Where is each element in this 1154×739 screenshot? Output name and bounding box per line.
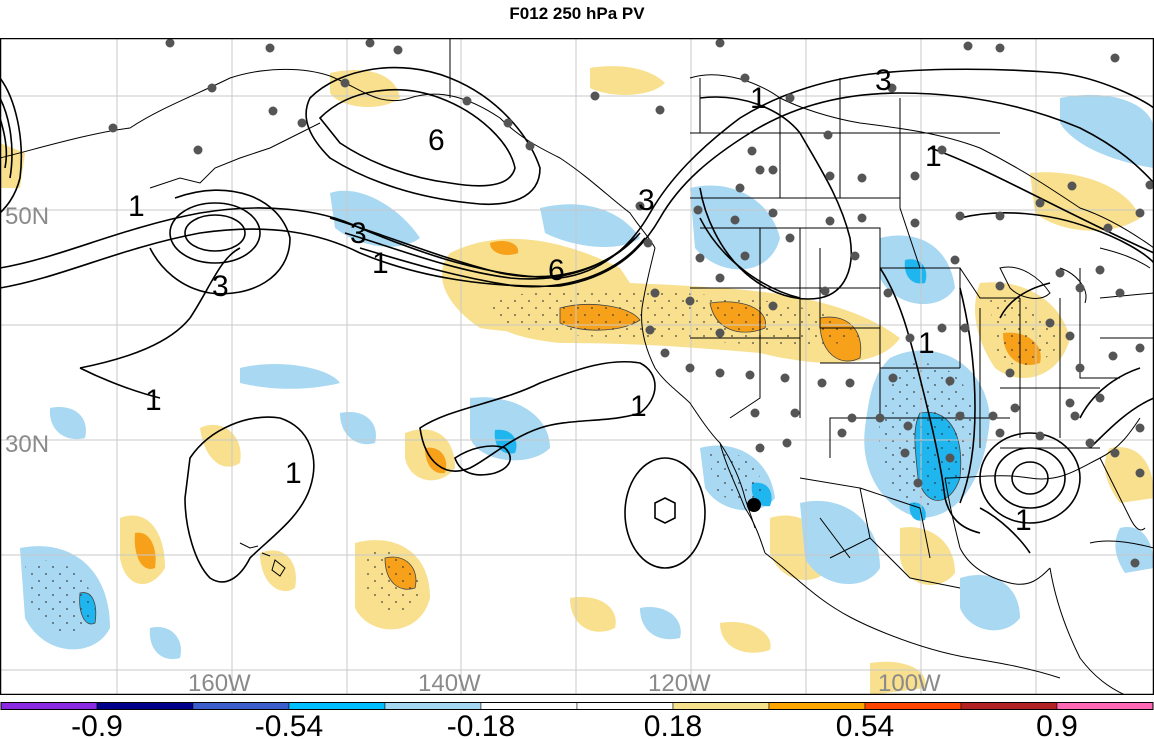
contour-label: 1 — [128, 190, 145, 223]
pv-negative-region — [640, 607, 681, 640]
anomaly-outlines — [79, 301, 962, 625]
lat-label-50n: 50N — [5, 203, 49, 230]
pv-positive-region — [260, 550, 296, 592]
colorbar-segment — [864, 702, 962, 710]
contour-label: 6 — [548, 254, 565, 287]
pv-negative-region — [240, 363, 340, 389]
pv-negative-region — [960, 574, 1020, 631]
pv-positive-region — [200, 424, 241, 467]
contour-label: 1 — [630, 390, 647, 423]
pv-negative-region — [149, 627, 181, 660]
pv-positive-region — [720, 622, 771, 653]
contour-label: 1 — [1015, 504, 1032, 537]
colorbar-tick-labels: -0.9 -0.54 -0.18 0.18 0.54 0.9 — [71, 710, 1078, 739]
pv-map: 1 3 1 3 1 6 3 6 1 3 1 1 1 1 1 50N 30N 16… — [0, 38, 1154, 695]
contour-label: 1 — [145, 384, 162, 417]
colorbar-segment — [480, 702, 578, 710]
pv-negative-region — [470, 397, 550, 461]
colorbar-tick-label: 0.18 — [644, 710, 702, 739]
contour-label: 3 — [212, 270, 229, 303]
pv-negative-region — [340, 412, 376, 445]
pv-negative-core — [494, 429, 517, 454]
contour-label: 1 — [285, 457, 302, 490]
pv-negative-region — [1060, 94, 1154, 168]
colorbar-segment — [768, 702, 866, 710]
colorbar-segment — [384, 702, 482, 710]
colorbar-segment — [960, 702, 1058, 710]
colorbar-segment — [1056, 702, 1154, 710]
pv-negative-region — [800, 500, 880, 585]
pv-negative-region — [690, 185, 780, 270]
contour-label: 1 — [918, 327, 935, 360]
map-title: F012 250 hPa PV — [509, 4, 645, 23]
pv-positive-core — [134, 532, 156, 569]
coastlines-borders — [0, 38, 1154, 695]
pv-positive-region — [900, 527, 955, 585]
pv-positive-core — [490, 241, 519, 255]
contour-label: 1 — [925, 140, 942, 173]
colorbar-tick-label: 0.54 — [836, 710, 894, 739]
contour-label: 1 — [372, 247, 389, 280]
colorbar-segment — [672, 702, 770, 710]
pv-contours — [0, 66, 1154, 583]
colorbar-segment — [288, 702, 386, 710]
colorbar-segment — [0, 702, 98, 710]
colorbar-tick-label: -0.9 — [71, 710, 123, 739]
lat-label-30n: 30N — [5, 431, 49, 458]
contour-labels: 1 3 1 3 1 6 3 6 1 3 1 1 1 1 1 — [128, 64, 1032, 537]
contour-label: 3 — [875, 64, 892, 97]
contour-label: 3 — [350, 217, 367, 250]
lon-label-140w: 140W — [418, 670, 481, 695]
pv-negative-region — [49, 407, 86, 440]
lon-label-120w: 120W — [648, 670, 711, 695]
contour-label: 6 — [428, 124, 445, 157]
colorbar-tick-label: 0.9 — [1036, 710, 1078, 739]
contour-label: 1 — [750, 82, 767, 115]
pv-negative-region — [1115, 527, 1154, 573]
colorbar-tick-label: -0.18 — [447, 710, 515, 739]
colorbar: -0.9 -0.54 -0.18 0.18 0.54 0.9 — [0, 702, 1154, 739]
contour-label: 3 — [638, 184, 655, 217]
colorbar-segment — [192, 702, 290, 710]
station-dots — [108, 38, 1154, 568]
pv-positive-region — [1104, 447, 1154, 503]
pv-negative-region — [330, 190, 420, 247]
pv-negative-region — [540, 204, 640, 248]
location-marker — [747, 498, 761, 512]
pv-positive-region — [1030, 172, 1140, 231]
colorbar-segment — [96, 702, 194, 710]
pv-positive-region — [590, 66, 665, 95]
lon-label-160w: 160W — [188, 670, 251, 695]
colorbar-tick-label: -0.54 — [255, 710, 323, 739]
pv-positive-region — [570, 597, 616, 632]
lon-label-100w: 100W — [878, 670, 941, 695]
graticule — [0, 38, 1154, 695]
colorbar-segment — [576, 702, 674, 710]
